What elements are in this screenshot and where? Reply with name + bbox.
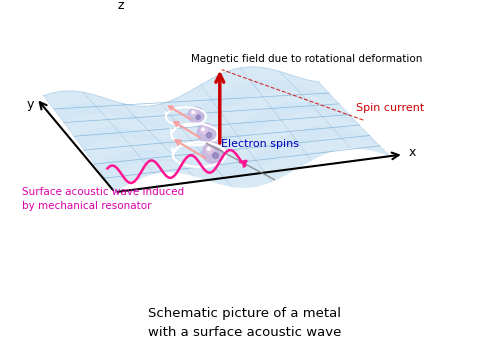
Circle shape xyxy=(191,110,197,116)
Circle shape xyxy=(206,133,212,138)
Circle shape xyxy=(192,111,194,113)
Polygon shape xyxy=(64,90,349,141)
Polygon shape xyxy=(54,79,339,130)
Text: Spin current: Spin current xyxy=(356,103,424,113)
Polygon shape xyxy=(105,137,390,192)
Text: z: z xyxy=(118,0,124,12)
Circle shape xyxy=(196,115,201,119)
Polygon shape xyxy=(84,114,370,165)
Text: Magnetic field due to rotational deformation: Magnetic field due to rotational deforma… xyxy=(191,54,422,64)
Circle shape xyxy=(213,153,218,158)
Polygon shape xyxy=(44,67,329,118)
Circle shape xyxy=(206,146,214,154)
Text: Schematic picture of a metal
with a surface acoustic wave: Schematic picture of a metal with a surf… xyxy=(148,307,341,339)
Circle shape xyxy=(202,128,204,131)
Polygon shape xyxy=(95,125,380,178)
Circle shape xyxy=(188,107,204,123)
Circle shape xyxy=(197,123,216,142)
Circle shape xyxy=(202,142,223,163)
Text: x: x xyxy=(408,146,416,159)
Polygon shape xyxy=(74,102,360,153)
Text: Electron spins: Electron spins xyxy=(221,139,299,149)
Text: y: y xyxy=(27,98,35,111)
Circle shape xyxy=(207,147,210,150)
Text: Surface acoustic wave induced
by mechanical resonator: Surface acoustic wave induced by mechani… xyxy=(22,186,184,211)
Circle shape xyxy=(201,127,207,133)
